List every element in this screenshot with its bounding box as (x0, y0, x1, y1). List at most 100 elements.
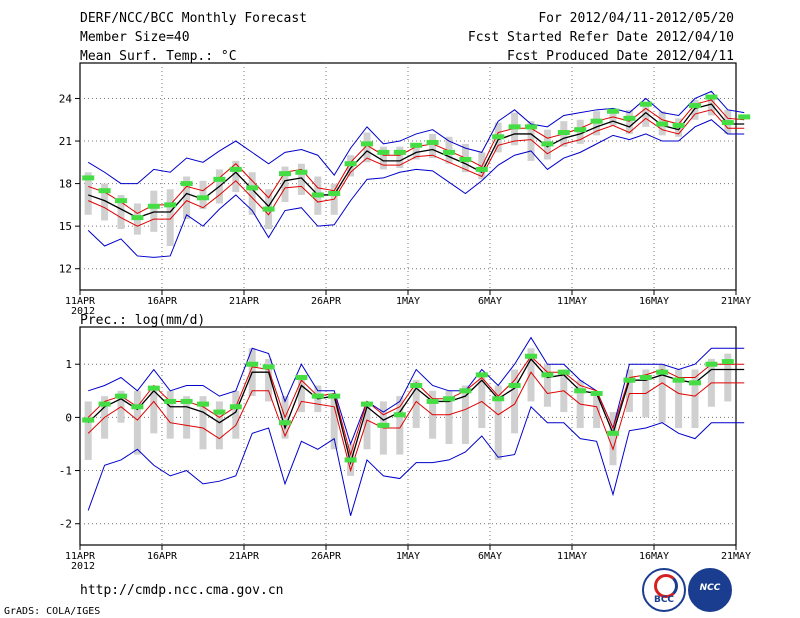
temp-observed-marker (410, 142, 423, 148)
prec-x-tick-label: 16MAY (639, 551, 669, 562)
bcc-logo-label: BCC (653, 595, 675, 605)
temp-box-bar (281, 166, 289, 203)
temp-box-bar (527, 121, 535, 161)
temp-box-bar (297, 163, 305, 195)
temp-box-bar (707, 95, 715, 116)
variable-label-temp: Mean Surf. Temp.: °C (80, 49, 237, 64)
prec-observed-marker (361, 401, 373, 407)
temp-box-bar (183, 176, 191, 220)
prec-observed-marker (689, 380, 701, 386)
prec-observed-marker (623, 377, 636, 383)
prec-box-bar (445, 390, 453, 444)
member-size-label: Member Size=40 (80, 30, 190, 45)
temp-observed-marker (639, 101, 652, 107)
prec-box-bar (396, 396, 404, 455)
bcc-swirl-icon (654, 574, 678, 598)
temp-observed-marker (377, 149, 390, 155)
temp-x-tick-label: 11MAY (557, 296, 587, 307)
temp-observed-marker (541, 141, 554, 147)
temp-box-bar (379, 146, 387, 170)
temp-observed-marker (672, 122, 685, 128)
prec-box-bar (724, 353, 732, 402)
start-date: Fcst Started Refer Date 2012/04/10 (467, 30, 734, 45)
prec-box-bar (609, 412, 617, 466)
prec-box-bar (593, 390, 601, 429)
temp-ensemble-max-line (87, 90, 745, 185)
prec-observed-marker (393, 412, 406, 418)
temp-observed-marker (98, 188, 111, 194)
prec-y-tick-label: -1 (59, 465, 72, 478)
prec-box-bar (232, 390, 240, 439)
prec-box-bar (461, 385, 469, 444)
prec-x-tick-label: 16APR (147, 551, 178, 562)
prec-observed-marker (557, 369, 570, 375)
prec-ensemble-min-line (87, 405, 745, 516)
temp-x-tick-label: 26APR (311, 296, 342, 307)
temp-observed-marker (180, 181, 193, 187)
temp-x-tick-label: 11APR (65, 296, 96, 307)
temp-x-tick-label: 21APR (229, 296, 260, 307)
prec-observed-marker (295, 375, 308, 381)
prec-box-bar (215, 401, 223, 450)
prec-observed-marker (574, 388, 587, 394)
temp-x-tick-label: 1MAY (396, 296, 420, 307)
temp-box-bar (150, 190, 158, 232)
prec-observed-marker (443, 396, 455, 402)
prec-x-tick-label: 21MAY (721, 551, 751, 562)
prec-observed-marker (279, 420, 291, 426)
prec-observed-marker (721, 359, 734, 365)
prec-observed-marker (639, 375, 652, 381)
prec-observed-marker (164, 398, 177, 404)
temp-observed-marker (623, 115, 636, 121)
prec-spread-lower-line (87, 371, 745, 473)
prec-observed-marker (98, 401, 111, 407)
temp-observed-marker (295, 169, 308, 175)
temp-box-bar (429, 133, 437, 159)
prec-observed-marker (82, 417, 95, 423)
temp-observed-marker (164, 202, 177, 208)
temp-observed-marker (311, 192, 324, 198)
temp-box-bar (248, 172, 256, 215)
prec-observed-marker (525, 353, 537, 359)
prec-observed-marker (672, 377, 685, 383)
source-url[interactable]: http://cmdp.ncc.cma.gov.cn (80, 583, 284, 598)
prec-observed-marker (311, 393, 324, 399)
prec-box-bar (658, 364, 666, 423)
temp-y-tick-label: 15 (59, 220, 72, 233)
temp-observed-marker (721, 120, 734, 126)
prec-observed-marker (590, 390, 603, 396)
temp-observed-marker (689, 103, 701, 109)
prec-box-bar (297, 374, 305, 413)
chart-title: DERF/NCC/BCC Monthly Forecast (80, 11, 307, 26)
prec-box-bar (543, 364, 551, 407)
prec-observed-marker (508, 382, 521, 388)
temp-y-tick-label: 12 (59, 263, 72, 276)
bcc-logo: BCC (642, 568, 686, 612)
temp-observed-marker (475, 166, 488, 172)
prec-box-bar (199, 396, 207, 450)
temp-observed-marker (459, 156, 472, 162)
temp-year-label: 2012 (71, 306, 95, 317)
prec-observed-marker (459, 388, 472, 394)
temp-observed-marker (393, 149, 406, 155)
prec-observed-marker (410, 382, 423, 388)
temp-observed-marker (229, 166, 242, 172)
prec-observed-marker (229, 404, 242, 410)
produced-date: Fcst Produced Date 2012/04/11 (507, 49, 734, 64)
temp-box-bar (232, 160, 240, 193)
prec-observed-marker (147, 385, 160, 391)
prec-observed-marker (656, 369, 669, 375)
temp-observed-marker (344, 161, 357, 167)
temp-observed-marker (656, 121, 669, 127)
prec-observed-marker (705, 361, 718, 367)
prec-observed-marker (541, 372, 554, 378)
temp-box-bar (396, 146, 404, 168)
prec-box-bar (150, 385, 158, 434)
prec-box-bar (691, 369, 699, 429)
temp-box-bar (363, 132, 371, 163)
prec-y-tick-label: 1 (65, 358, 72, 371)
prec-box-bar (511, 369, 519, 434)
prec-x-tick-label: 1MAY (396, 551, 420, 562)
temp-box-bar (691, 99, 699, 120)
temp-observed-marker (279, 171, 291, 177)
